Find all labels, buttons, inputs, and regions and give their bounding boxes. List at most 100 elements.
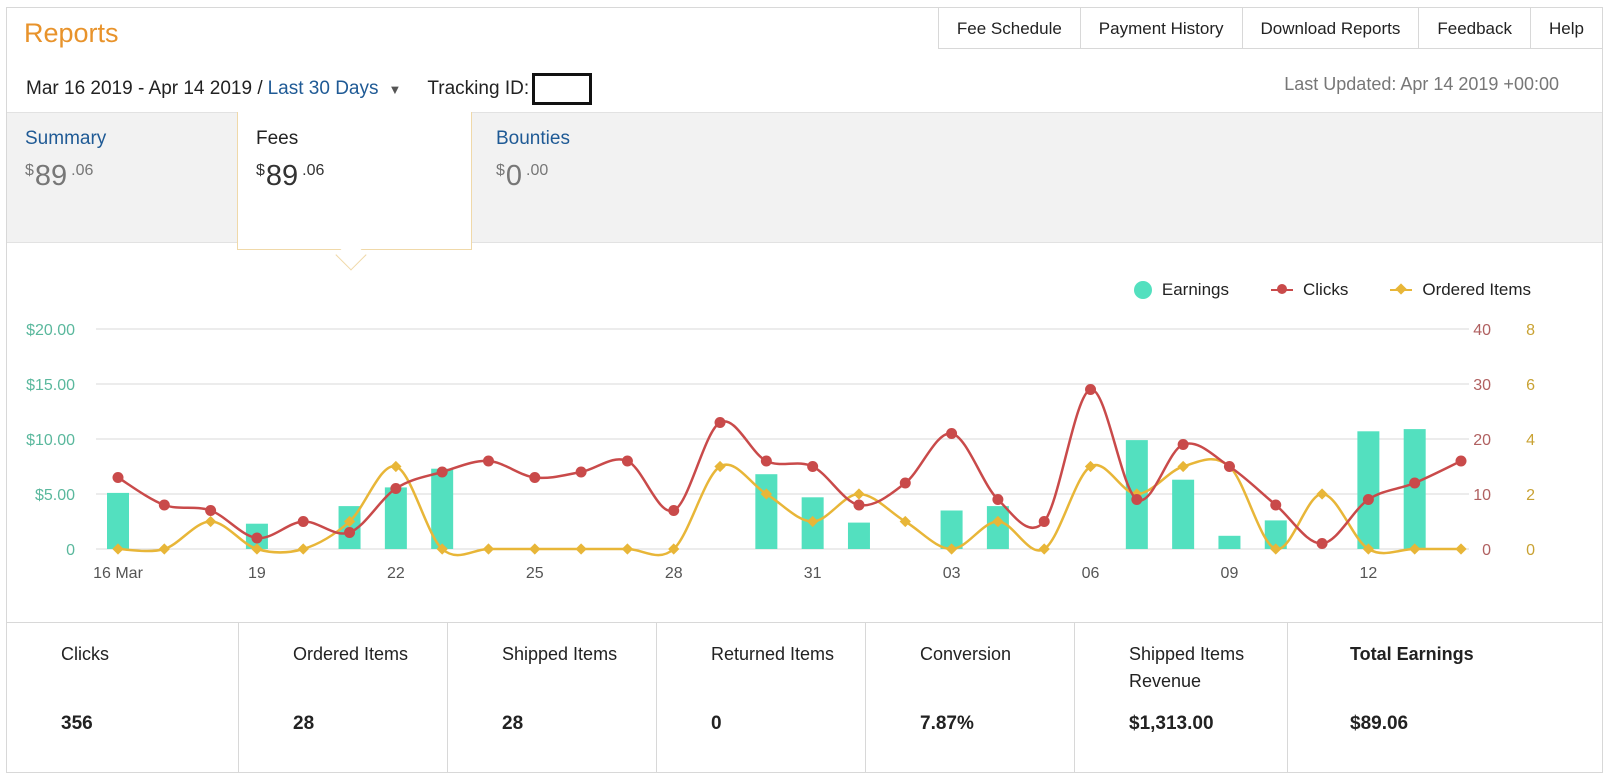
ordered-items-point xyxy=(529,543,541,555)
stat-label: Shipped Items Revenue xyxy=(1129,644,1245,691)
clicks-point xyxy=(621,455,633,467)
stat-value: 0 xyxy=(711,713,722,734)
stat-value: 7.87% xyxy=(920,713,974,734)
clicks-point xyxy=(1038,516,1050,527)
tab-fees-label: Fees xyxy=(256,128,299,149)
clicks-point xyxy=(575,466,587,478)
clicks-point xyxy=(344,527,356,538)
download-reports-button[interactable]: Download Reports xyxy=(1243,8,1420,49)
x-tick: 28 xyxy=(665,565,683,582)
y-tick-earnings: $10.00 xyxy=(26,432,75,449)
fees-amount: $ 89 .06 xyxy=(256,160,453,193)
range-dropdown[interactable]: Last 30 Days xyxy=(267,78,379,99)
clicks-point xyxy=(1177,439,1189,450)
stat-shipped-revenue: Shipped Items Revenue $1,313.00 xyxy=(1075,623,1288,773)
date-range-row: Mar 16 2019 - Apr 14 2019 / Last 30 Days… xyxy=(26,73,593,105)
ordered-items-point xyxy=(158,543,170,555)
ordered-items-point xyxy=(1362,543,1375,555)
earnings-bar xyxy=(755,474,778,549)
clicks-point xyxy=(946,428,958,439)
tab-summary-label: Summary xyxy=(25,128,107,149)
x-tick: 12 xyxy=(1359,565,1377,582)
x-tick: 03 xyxy=(943,565,961,582)
ordered-items-point xyxy=(1038,543,1050,555)
amount-cents: .06 xyxy=(302,162,325,179)
ordered-items-line xyxy=(117,458,1461,557)
feedback-button[interactable]: Feedback xyxy=(1419,8,1532,49)
tracking-id-redacted xyxy=(532,73,593,105)
earnings-bar xyxy=(940,510,963,549)
ordered-items-point xyxy=(1409,543,1421,555)
earnings-bar xyxy=(847,522,870,549)
clicks-point xyxy=(1362,494,1374,505)
legend-ordered-items[interactable]: Ordered Items xyxy=(1390,280,1531,300)
stat-returned-items: Returned Items 0 xyxy=(657,623,866,773)
help-button[interactable]: Help xyxy=(1531,8,1603,49)
stat-value: 28 xyxy=(502,713,524,734)
currency-symbol: $ xyxy=(25,162,34,179)
stat-shipped-items: Shipped Items 28 xyxy=(448,623,657,773)
y-tick-earnings: $20.00 xyxy=(26,322,75,339)
x-tick: 06 xyxy=(1082,565,1100,582)
ordered-items-point xyxy=(1084,460,1097,473)
x-tick: 22 xyxy=(387,565,405,582)
tab-fees[interactable]: Fees $ 89 .06 xyxy=(237,112,472,250)
amount-whole: 89 xyxy=(265,160,299,192)
ordered-items-point xyxy=(806,515,819,528)
y-tick-ordered: 2 xyxy=(1526,487,1535,504)
clicks-point xyxy=(714,417,726,428)
ordered-items-point xyxy=(1270,543,1282,555)
payment-history-button[interactable]: Payment History xyxy=(1081,8,1243,49)
last-updated: Last Updated: Apr 14 2019 +00:00 xyxy=(1284,74,1559,94)
y-tick-earnings: 0 xyxy=(66,542,75,559)
legend-ordered-items-label: Ordered Items xyxy=(1422,280,1531,299)
ordered-items-point xyxy=(204,515,217,528)
stat-label: Ordered Items xyxy=(293,644,409,664)
bounties-amount: $ 0 .00 xyxy=(496,160,690,193)
ordered-items-point xyxy=(1177,460,1189,473)
stat-total-earnings: Total Earnings $89.06 xyxy=(1288,623,1602,773)
stat-label: Total Earnings xyxy=(1350,644,1474,664)
fee-schedule-button[interactable]: Fee Schedule xyxy=(939,8,1081,49)
currency-symbol: $ xyxy=(496,162,505,179)
earnings-bar xyxy=(1403,429,1426,549)
y-tick-ordered: 6 xyxy=(1526,377,1535,394)
clicks-point xyxy=(1270,499,1282,511)
clicks-point xyxy=(112,472,124,483)
page-title: Reports xyxy=(24,18,119,48)
clicks-point xyxy=(436,466,448,478)
amount-whole: 0 xyxy=(505,160,523,192)
stat-value: $1,313.00 xyxy=(1129,713,1214,734)
y-tick-ordered: 8 xyxy=(1526,322,1535,339)
ordered-items-point xyxy=(992,515,1004,528)
clicks-point xyxy=(1223,461,1235,472)
clicks-point xyxy=(158,499,170,511)
tab-summary[interactable]: Summary $ 89 .06 xyxy=(7,112,237,243)
amount-whole: 89 xyxy=(34,160,68,192)
clicks-point xyxy=(390,483,402,494)
clicks-point xyxy=(529,472,541,483)
earnings-chart: 0 $5.00 $10.00 $15.00 $20.00 0 10 20 30 40 0 2 4 6 8 16… xyxy=(7,258,1602,622)
stat-ordered-items: Ordered Items 28 xyxy=(239,623,448,773)
tab-bounties[interactable]: Bounties $ 0 .00 xyxy=(478,112,708,243)
ordered-items-point xyxy=(575,543,587,555)
stat-value: 28 xyxy=(293,713,315,734)
ordered-items-point xyxy=(297,543,309,555)
summary-amount: $ 89 .06 xyxy=(25,160,219,193)
clicks-point xyxy=(853,499,865,511)
clicks-point xyxy=(807,461,819,472)
ordered-items-point xyxy=(1455,543,1467,555)
clicks-point xyxy=(992,494,1004,505)
y-tick-earnings: $5.00 xyxy=(35,487,75,504)
currency-symbol: $ xyxy=(256,162,265,179)
stat-label: Returned Items xyxy=(711,644,835,664)
amount-cents: .06 xyxy=(71,162,94,179)
legend-earnings[interactable]: Earnings xyxy=(1133,280,1229,300)
y-tick-ordered: 0 xyxy=(1526,542,1535,559)
x-tick: 31 xyxy=(804,565,822,582)
ordered-items-point xyxy=(714,460,726,473)
caret-down-icon[interactable]: ▼ xyxy=(388,81,402,97)
chart-svg: 0 $5.00 $10.00 $15.00 $20.00 0 10 20 30 40 0 2 4 6 8 16… xyxy=(26,322,1535,582)
tab-bounties-label: Bounties xyxy=(496,128,570,149)
legend-clicks[interactable]: Clicks xyxy=(1271,280,1348,300)
